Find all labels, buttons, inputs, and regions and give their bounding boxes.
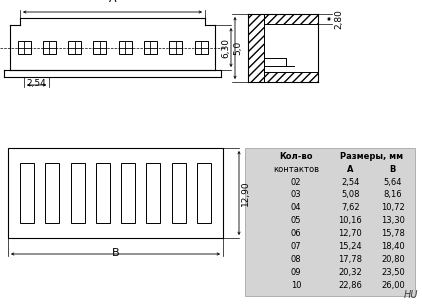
Text: 15,24: 15,24 <box>338 242 362 251</box>
Text: 2,54: 2,54 <box>27 79 46 88</box>
Text: 10,72: 10,72 <box>381 203 405 212</box>
Bar <box>264 72 318 82</box>
Text: 15,78: 15,78 <box>381 229 405 238</box>
Bar <box>245 148 415 296</box>
Text: Размеры, мм: Размеры, мм <box>340 152 403 161</box>
Bar <box>146 163 160 223</box>
Bar <box>70 163 84 223</box>
Text: B: B <box>112 248 119 258</box>
Text: 8,16: 8,16 <box>384 191 402 199</box>
Text: 13,30: 13,30 <box>381 216 405 225</box>
Text: 2,54: 2,54 <box>341 178 360 187</box>
Text: 5,64: 5,64 <box>384 178 402 187</box>
Bar <box>119 41 132 54</box>
Text: A: A <box>347 165 354 174</box>
Text: A: A <box>109 0 116 4</box>
Text: 03: 03 <box>291 191 301 199</box>
Text: 26,00: 26,00 <box>381 281 405 289</box>
Text: 10,16: 10,16 <box>338 216 362 225</box>
Text: 18,40: 18,40 <box>381 242 405 251</box>
Bar <box>17 41 30 54</box>
Text: 08: 08 <box>291 255 301 264</box>
Text: 20,32: 20,32 <box>338 268 362 277</box>
Bar <box>264 14 318 24</box>
Text: 17,78: 17,78 <box>338 255 362 264</box>
Bar <box>68 41 81 54</box>
Bar <box>172 163 186 223</box>
Bar <box>197 163 211 223</box>
Text: 12,90: 12,90 <box>241 180 250 206</box>
Text: 06: 06 <box>291 229 301 238</box>
Text: 10: 10 <box>291 281 301 289</box>
Text: 6,30: 6,30 <box>221 38 230 58</box>
Text: 07: 07 <box>291 242 301 251</box>
Bar <box>248 14 264 82</box>
Text: Кол-во: Кол-во <box>279 152 313 161</box>
Text: 09: 09 <box>291 268 301 277</box>
Text: 22,86: 22,86 <box>338 281 362 289</box>
Bar <box>45 163 59 223</box>
Bar <box>121 163 135 223</box>
Text: B: B <box>390 165 396 174</box>
Text: HU: HU <box>403 290 418 300</box>
Bar <box>96 163 110 223</box>
Text: 20,80: 20,80 <box>381 255 405 264</box>
Text: 05: 05 <box>291 216 301 225</box>
Bar <box>20 163 34 223</box>
Bar <box>144 41 157 54</box>
Text: 2,80: 2,80 <box>334 9 343 29</box>
Bar <box>169 41 182 54</box>
Bar <box>43 41 56 54</box>
Bar <box>8 148 223 238</box>
Bar <box>93 41 106 54</box>
Text: 12,70: 12,70 <box>338 229 362 238</box>
Text: 04: 04 <box>291 203 301 212</box>
Text: 23,50: 23,50 <box>381 268 405 277</box>
Text: 5,0: 5,0 <box>233 40 242 55</box>
Text: контактов: контактов <box>273 165 319 174</box>
Text: 5,08: 5,08 <box>341 191 360 199</box>
Text: 02: 02 <box>291 178 301 187</box>
Bar <box>195 41 208 54</box>
Text: 7,62: 7,62 <box>341 203 360 212</box>
